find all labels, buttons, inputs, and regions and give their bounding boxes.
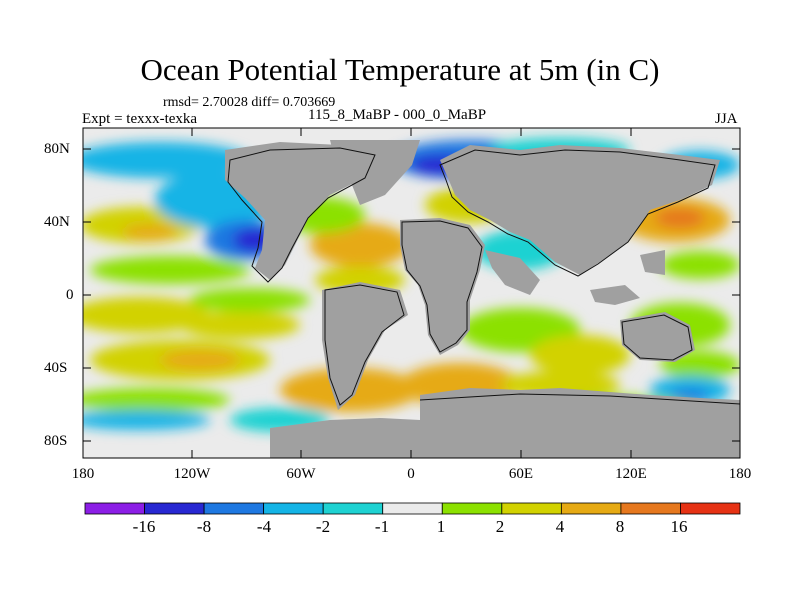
colorbar-box-4: [263, 502, 324, 515]
colorbar-box-1: [84, 502, 145, 515]
lat-label-40n: 40N: [44, 214, 70, 230]
lon-label-120e: 120E: [615, 466, 647, 482]
lat-label-40s: 40S: [44, 360, 68, 376]
colorbar-label-1: -16: [132, 517, 156, 536]
colorbar-label-9: 8: [615, 517, 625, 536]
colorbar-box-2: [144, 502, 205, 515]
colorbar-label-6: 1: [436, 517, 446, 536]
lat-ticks: [83, 148, 740, 442]
lon-label-180e: 180: [728, 466, 752, 482]
colorbar-label-2: -8: [196, 517, 212, 536]
lon-label-180w: 180: [71, 466, 95, 482]
lat-label-80n: 80N: [44, 141, 70, 157]
colorbar-label-3: -4: [256, 517, 272, 536]
colorbar-label-5: -1: [374, 517, 390, 536]
lon-ticks: [191, 128, 632, 458]
period-subtitle: 115_8_MaBP - 000_0_MaBP: [308, 107, 487, 123]
colorbar-box-10: [620, 502, 681, 515]
colorbar-box-9: [560, 502, 622, 515]
land-mask: [225, 140, 740, 458]
colorbar-box-6: [382, 502, 443, 515]
coastlines: [227, 147, 740, 406]
lon-label-60e: 60E: [508, 466, 534, 482]
lat-label-80s: 80S: [44, 433, 68, 449]
colorbar-box-5: [322, 502, 384, 515]
lon-label-60w: 60W: [286, 466, 316, 482]
colorbar-label-8: 4: [555, 517, 565, 536]
lon-label-120w: 120W: [173, 466, 211, 482]
rmsd-diff-stats: rmsd= 2.70028 diff= 0.703669: [163, 95, 336, 110]
lon-label-0: 0: [407, 466, 415, 482]
colorbar-box-7: [441, 502, 503, 515]
experiment-label: Expt = texxx-texka: [82, 111, 198, 127]
colorbar-box-8: [501, 502, 562, 515]
map-title: Ocean Potential Temperature at 5m (in C): [140, 52, 660, 87]
colorbar: [84, 502, 741, 515]
temperature-field: [83, 128, 740, 458]
colorbar-box-11: [680, 502, 741, 515]
season-label: JJA: [715, 111, 738, 127]
colorbar-label-10: 16: [670, 517, 688, 536]
lat-label-eq: 0: [66, 287, 74, 303]
colorbar-label-7: 2: [495, 517, 505, 536]
colorbar-label-4: -2: [315, 517, 331, 536]
colorbar-box-3: [203, 502, 265, 515]
